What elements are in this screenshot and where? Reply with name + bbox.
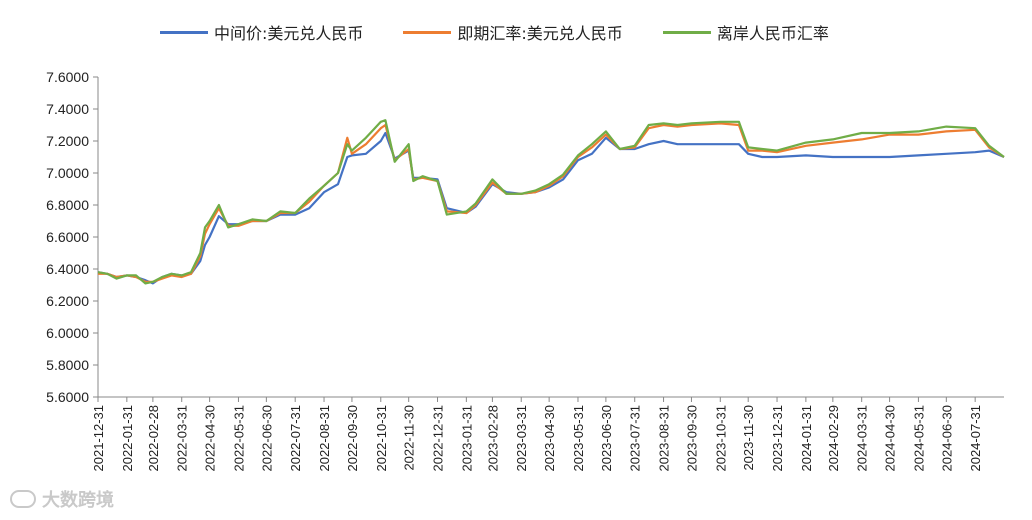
x-tick-label: 2022-01-31	[120, 405, 135, 472]
y-tick-label: 6.4000	[46, 261, 89, 277]
legend-swatch-offshore-rate	[662, 30, 711, 34]
legend-item-spot-rate: 即期汇率:美元兑人民币	[403, 20, 623, 44]
y-tick-label: 7.6000	[46, 69, 89, 85]
x-tick-label: 2024-05-31	[911, 405, 926, 472]
x-tick-label: 2024-02-29	[826, 405, 841, 472]
y-tick-label: 7.2000	[46, 133, 89, 149]
legend-label-offshore-rate: 离岸人民币汇率	[716, 24, 829, 43]
x-tick-label: 2023-05-31	[571, 405, 586, 472]
x-tick-label: 2023-04-30	[542, 405, 557, 472]
x-tick-label: 2022-02-28	[146, 405, 161, 472]
x-tick-label: 2024-06-30	[939, 405, 954, 472]
y-tick-label: 6.2000	[46, 293, 89, 309]
x-tick-label: 2022-11-30	[402, 405, 417, 471]
x-axis: 2021-12-31 2022-01-31 2022-02-28 2022-03-31…	[91, 396, 1004, 472]
brand-logo-icon	[10, 490, 36, 508]
x-tick-label: 2023-10-31	[713, 405, 728, 472]
y-tick-label: 5.6000	[46, 389, 89, 405]
x-tick-label: 2022-03-31	[175, 405, 190, 472]
x-tick-label: 2022-04-30	[203, 405, 218, 472]
y-tick-label: 5.8000	[46, 357, 89, 373]
x-tick-label: 2022-08-31	[317, 405, 332, 472]
legend-swatch-spot-rate	[403, 30, 452, 34]
x-tick-label: 2024-04-30	[883, 405, 898, 472]
x-tick-label: 2022-10-31	[374, 405, 389, 472]
chart-legend: 中间价:美元兑人民币 即期汇率:美元兑人民币 离岸人民币汇率	[160, 20, 829, 44]
y-tick-label: 6.8000	[46, 197, 89, 213]
x-tick-label: 2024-07-31	[968, 405, 983, 472]
legend-item-mid-rate: 中间价:美元兑人民币	[160, 20, 363, 44]
x-tick-label: 2022-06-30	[259, 405, 274, 472]
x-tick-label: 2023-06-30	[599, 405, 614, 472]
x-tick-label: 2023-09-30	[684, 405, 699, 472]
x-tick-label: 2023-07-31	[628, 405, 643, 472]
x-tick-label: 2021-12-31	[91, 405, 106, 472]
watermark: 大数跨境	[10, 486, 114, 512]
x-tick-label: 2022-12-31	[431, 405, 446, 472]
y-tick-label: 6.0000	[46, 325, 89, 341]
watermark-text: 大数跨境	[42, 490, 114, 511]
x-tick-label: 2022-07-31	[288, 405, 303, 472]
y-tick-label: 6.6000	[46, 229, 89, 245]
y-tick-label: 7.0000	[46, 165, 89, 181]
x-tick-label: 2023-12-31	[770, 405, 785, 472]
x-tick-label: 2023-02-28	[485, 405, 500, 472]
x-tick-label: 2023-01-31	[459, 405, 474, 472]
y-axis: 5.6000 5.8000 6.0000 6.2000 6.4000 6.6000 6.80…	[46, 69, 99, 405]
legend-label-spot-rate: 即期汇率:美元兑人民币	[457, 24, 623, 43]
x-tick-label: 2024-03-31	[855, 405, 870, 472]
legend-swatch-mid-rate	[160, 30, 208, 34]
x-tick-label: 2022-05-31	[231, 405, 246, 472]
series-line-offshore-rate	[97, 119, 1005, 285]
legend-item-offshore-rate: 离岸人民币汇率	[662, 20, 829, 44]
series-line-spot-rate	[98, 122, 1005, 283]
series-lines	[97, 119, 1005, 285]
series-line-mid-rate	[97, 131, 1005, 285]
legend-label-mid-rate: 中间价:美元兑人民币	[214, 24, 364, 43]
x-tick-label: 2023-08-31	[657, 405, 672, 472]
x-tick-label: 2022-09-30	[345, 405, 360, 472]
y-tick-label: 7.4000	[46, 101, 89, 117]
x-tick-label: 2023-03-31	[514, 405, 529, 472]
x-tick-label: 2023-11-30	[741, 405, 756, 471]
x-tick-label: 2024-01-31	[799, 405, 814, 472]
